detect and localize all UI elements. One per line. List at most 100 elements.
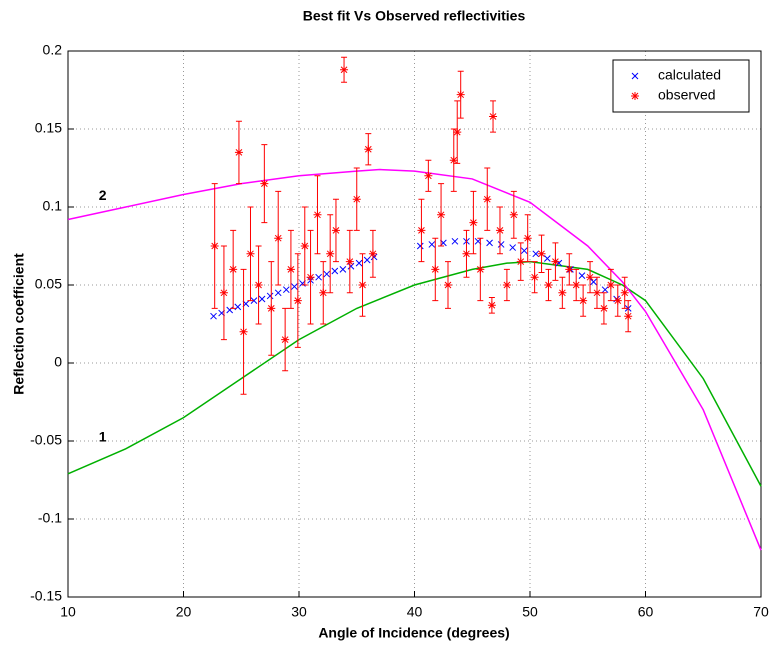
data-point xyxy=(274,234,283,243)
data-point xyxy=(326,249,335,258)
data-point xyxy=(451,237,459,245)
data-point xyxy=(592,288,601,297)
y-axis-label: Reflection coefficient xyxy=(11,253,27,395)
data-point xyxy=(246,249,255,258)
legend-marker xyxy=(631,92,639,100)
data-point xyxy=(364,145,373,154)
data-point xyxy=(210,242,219,250)
data-point xyxy=(537,249,546,258)
data-point xyxy=(250,297,258,304)
data-point xyxy=(489,112,498,121)
data-point xyxy=(456,90,465,99)
data-point xyxy=(509,244,517,251)
data-point xyxy=(260,179,269,188)
data-point xyxy=(300,242,309,250)
data-point xyxy=(239,327,248,336)
data-point xyxy=(620,288,629,297)
x-axis-label: Angle of Incidence (degrees) xyxy=(318,625,509,641)
data-point xyxy=(340,65,349,74)
data-point xyxy=(520,247,528,255)
data-point xyxy=(274,289,282,297)
data-point xyxy=(613,296,622,305)
data-point xyxy=(234,303,242,311)
y-tick-label: -0.15 xyxy=(30,588,62,604)
data-point xyxy=(331,226,340,235)
data-point xyxy=(586,273,595,282)
data-point xyxy=(282,286,290,294)
data-point xyxy=(476,265,485,274)
data-point xyxy=(565,265,574,274)
data-point xyxy=(424,171,433,180)
data-point xyxy=(437,210,446,219)
data-point xyxy=(258,295,266,303)
data-point xyxy=(469,218,478,227)
data-point xyxy=(578,272,586,279)
plot-frame xyxy=(67,50,762,598)
chart-title: Best fit Vs Observed reflectivities xyxy=(303,8,526,24)
data-point xyxy=(315,273,322,281)
y-tick-label: 0 xyxy=(54,354,62,370)
data-point xyxy=(306,273,315,282)
y-tick-label: 0.1 xyxy=(43,198,63,214)
data-point xyxy=(551,257,560,266)
data-point xyxy=(523,234,532,243)
data-point xyxy=(590,278,597,286)
legend-box xyxy=(612,59,750,113)
data-point xyxy=(219,288,228,297)
data-point xyxy=(558,288,567,297)
y-tick-label: 0.15 xyxy=(35,120,62,136)
data-point xyxy=(331,267,339,275)
data-point xyxy=(416,242,424,250)
data-point xyxy=(502,281,511,289)
data-point xyxy=(323,270,331,278)
data-point xyxy=(291,283,298,290)
data-point xyxy=(462,249,471,258)
legend: calculated observed xyxy=(612,59,750,113)
y-tick-label: -0.1 xyxy=(38,510,62,526)
x-tick-label: 50 xyxy=(522,604,538,620)
data-point xyxy=(368,249,377,258)
data-point xyxy=(509,210,518,219)
data-point xyxy=(229,265,238,274)
x-tick-label: 20 xyxy=(176,604,192,620)
x-tick-label: 30 xyxy=(291,604,307,620)
data-point xyxy=(352,195,361,204)
data-point xyxy=(601,286,609,294)
data-point xyxy=(319,288,328,297)
data-point xyxy=(532,250,540,258)
y-tick-label: -0.05 xyxy=(30,432,62,448)
legend-label: calculated xyxy=(658,67,721,83)
data-point xyxy=(453,128,462,137)
annotation: 1 xyxy=(99,429,107,445)
fit-curve xyxy=(67,260,762,487)
data-point xyxy=(624,312,633,321)
annotation: 2 xyxy=(99,187,107,203)
data-point xyxy=(544,281,553,289)
data-point xyxy=(355,259,363,267)
data-point xyxy=(428,241,436,248)
data-point xyxy=(226,306,234,314)
data-point xyxy=(530,273,539,282)
x-tick-label: 70 xyxy=(753,604,769,620)
data-point xyxy=(358,281,367,289)
fit-curve xyxy=(67,168,762,551)
data-point xyxy=(487,301,496,310)
data-point xyxy=(363,256,371,264)
x-tick-label: 40 xyxy=(407,604,423,620)
data-point xyxy=(313,210,322,219)
data-point xyxy=(266,292,274,300)
x-tick-label: 10 xyxy=(60,604,76,620)
y-tick-label: 0.05 xyxy=(35,276,62,292)
data-point xyxy=(345,257,354,266)
data-point xyxy=(483,195,492,204)
data-point xyxy=(254,281,263,289)
data-point xyxy=(431,265,440,274)
data-point xyxy=(606,281,615,289)
y-tick-label: 0.2 xyxy=(43,42,63,58)
data-point xyxy=(486,239,493,247)
data-point xyxy=(572,281,581,289)
data-point xyxy=(417,226,426,235)
data-point xyxy=(497,241,505,248)
